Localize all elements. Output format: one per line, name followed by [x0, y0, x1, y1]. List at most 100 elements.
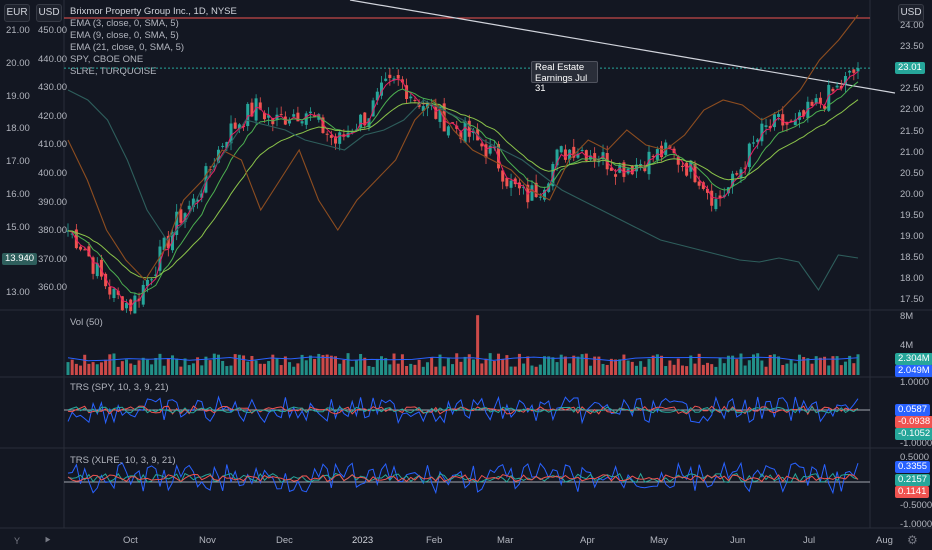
volume-bar	[417, 359, 421, 375]
candle-body	[258, 102, 262, 110]
volume-bar	[680, 365, 684, 375]
ema21-line	[67, 99, 859, 279]
volume-bar	[116, 366, 120, 375]
volume-bar	[559, 354, 563, 375]
volume-bar	[154, 357, 158, 375]
ema9-line	[67, 81, 859, 296]
candle-body	[781, 114, 785, 126]
volume-bar	[835, 356, 839, 375]
trs2-tick-0: 0.5000	[900, 452, 930, 463]
volume-bar	[534, 366, 538, 375]
volume-bar	[597, 356, 601, 375]
year-toggle-icon[interactable]: Y	[14, 536, 21, 546]
volume-bar	[626, 360, 630, 375]
volume-bar	[572, 355, 576, 375]
candle-body	[810, 101, 814, 106]
volume-bar	[685, 366, 689, 375]
earnings-annotation[interactable]: Real Estate Earnings Jul 31	[531, 61, 598, 94]
volume-bar	[743, 365, 747, 375]
volume-bar	[831, 356, 835, 375]
candle-body	[150, 279, 154, 281]
gear-icon[interactable]: ⚙	[907, 533, 918, 547]
trs2-tick-3: -1.0000	[900, 519, 932, 530]
volume-bar	[350, 366, 354, 375]
candle-body	[509, 180, 513, 188]
candle-body	[735, 173, 739, 175]
candle-body	[580, 149, 584, 151]
annotation-line1: Real Estate	[535, 62, 585, 73]
volume-bar	[363, 357, 367, 375]
volume-bar	[342, 359, 346, 375]
volume-bar	[726, 355, 730, 375]
candle-body	[254, 98, 258, 121]
volume-bar	[530, 365, 534, 375]
unit-button-right[interactable]: USD	[898, 4, 924, 22]
candle-body	[112, 288, 116, 299]
volume-bar	[584, 353, 588, 375]
study-ema21[interactable]: EMA (21, close, 0, SMA, 5)	[70, 42, 185, 53]
currency-button[interactable]: EUR	[4, 4, 30, 22]
volume-bar	[413, 364, 417, 375]
volume-bar	[375, 358, 379, 375]
study-spy[interactable]: SPY, CBOE ONE	[70, 54, 144, 65]
volume-bar	[580, 354, 584, 375]
candle-body	[852, 69, 856, 73]
index-tick-9: 360.00	[38, 282, 68, 294]
candle-body	[250, 102, 254, 117]
eur-tick-2: 19.00	[6, 90, 30, 102]
volume-pane-title[interactable]: Vol (50)	[70, 317, 103, 328]
price-tick-12: 18.00	[900, 273, 924, 285]
trs2-tick-2: -0.5000	[900, 500, 932, 511]
study-slre[interactable]: SLRE, TURQUOISE	[70, 66, 157, 77]
candle-body	[371, 100, 375, 117]
month-label-2: Dec	[276, 535, 293, 546]
candle-body	[421, 106, 425, 112]
candle-body	[405, 85, 409, 99]
eur-tick-4: 17.00	[6, 156, 30, 168]
study-ema3[interactable]: EMA (3, close, 0, SMA, 5)	[70, 18, 179, 29]
volume-bar	[242, 355, 246, 375]
vol-tick-0: 8M	[900, 311, 914, 322]
volume-bar	[634, 365, 638, 375]
trs1-pane-title[interactable]: TRS (SPY, 10, 3, 9, 21)	[70, 382, 169, 393]
candle-body	[823, 105, 827, 109]
trs2-pane-title[interactable]: TRS (XLRE, 10, 3, 9, 21)	[70, 455, 176, 466]
candle-body	[597, 161, 601, 163]
eur-tick-6: 15.00	[6, 221, 30, 233]
candle-body	[455, 125, 459, 129]
volume-bar	[250, 355, 254, 375]
unit-button-left[interactable]: USD	[36, 4, 62, 22]
candle-body	[200, 193, 204, 198]
candle-body	[543, 189, 547, 200]
month-label-4: Feb	[426, 535, 443, 546]
volume-bar	[777, 356, 781, 375]
volume-bar	[409, 363, 413, 375]
price-tick-1: 23.50	[900, 41, 924, 53]
volume-bar	[246, 361, 250, 375]
month-label-0: Oct	[123, 535, 138, 546]
volume-bar	[655, 354, 659, 375]
volume-bar	[643, 366, 647, 375]
volume-bar	[480, 363, 484, 375]
volume-bar	[313, 358, 317, 375]
candle-body	[622, 162, 626, 177]
index-tick-5: 400.00	[38, 168, 68, 179]
volume-bar	[367, 365, 371, 375]
volume-bar	[233, 354, 237, 375]
tradingview-logo-icon[interactable]: ⯈	[44, 535, 52, 545]
volume-bar	[83, 354, 87, 375]
candle-body	[630, 166, 634, 175]
candle-body	[802, 110, 806, 117]
volume-bar	[221, 360, 225, 375]
candle-body	[204, 166, 208, 193]
study-ema9[interactable]: EMA (9, close, 0, SMA, 5)	[70, 30, 179, 41]
candle-body	[384, 78, 388, 81]
volume-bar	[262, 363, 266, 375]
volume-bar	[827, 365, 831, 375]
volume-bar	[271, 354, 275, 375]
volume-bar	[509, 366, 513, 375]
candle-body	[329, 135, 333, 138]
month-label-3: 2023	[352, 535, 374, 546]
candle-body	[229, 123, 233, 144]
